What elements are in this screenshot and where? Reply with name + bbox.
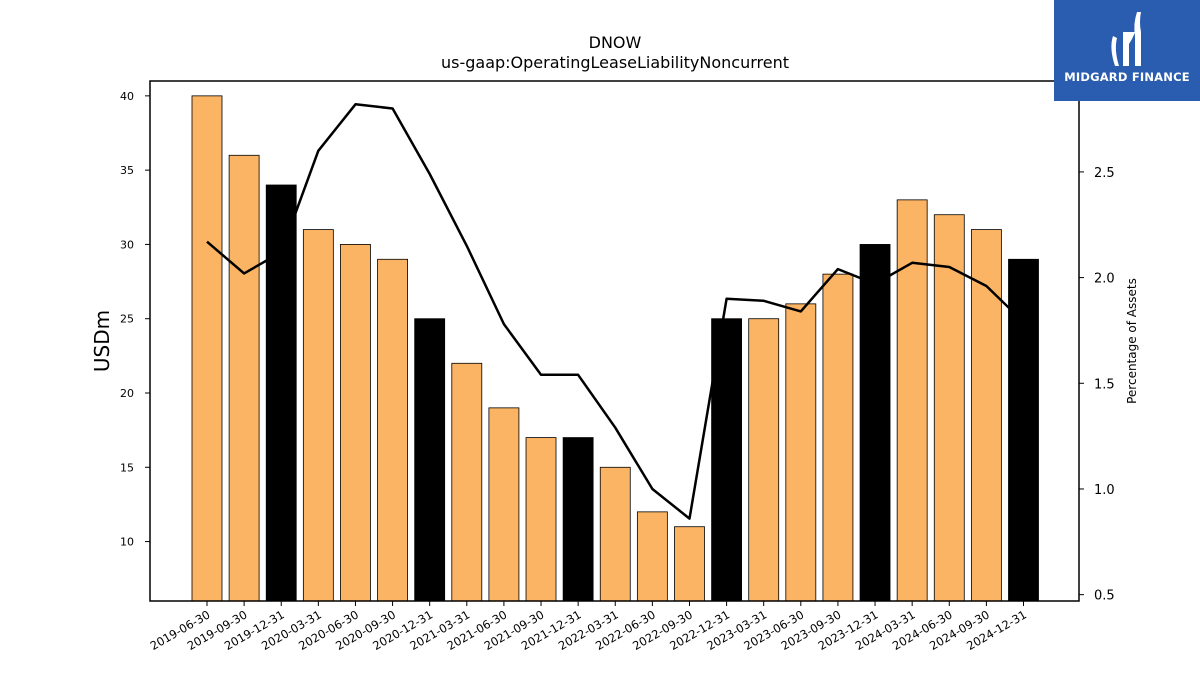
chart-title: DNOW [589,33,642,52]
bar-2023-03-31 [748,318,780,602]
bar-2022-09-30 [674,526,705,602]
y2-tick-label: 0.5 [1094,589,1115,604]
y-tick-label: 40 [120,90,134,103]
bar-2024-03-31 [896,199,928,602]
bar-2022-03-31 [599,466,631,602]
y-tick-label: 10 [120,536,134,549]
y-tick-label: 20 [120,387,134,400]
series-line [206,103,1025,520]
y2-tick-label: 2.0 [1094,272,1115,287]
bar-2023-09-30 [822,273,854,602]
bar-2023-12-31 [859,244,891,602]
plot-frame [149,80,1080,602]
bar-2019-09-30 [228,154,260,602]
bar-2021-12-31 [562,437,594,602]
y-tick-label: 25 [120,313,134,326]
bar-2019-06-30 [191,95,223,602]
bar-2024-09-30 [970,229,1002,602]
bar-2024-06-30 [933,214,965,602]
brand-logo: MIDGARD FINANCE [1054,0,1200,101]
y2-axis-label: Percentage of Assets [1125,278,1139,404]
chart-subtitle: us-gaap:OperatingLeaseLiabilityNoncurren… [441,53,789,72]
y2-tick-label: 1.0 [1094,483,1115,498]
y2-tick-label: 1.5 [1094,377,1115,392]
bar-2021-03-31 [451,362,483,602]
bar-2021-06-30 [488,407,520,602]
bar-2020-06-30 [340,244,371,602]
bar-2022-06-30 [636,511,668,602]
bar-2020-03-31 [302,229,334,602]
y-axis-label: USDm [90,310,114,372]
bar-2021-09-30 [525,437,557,602]
y2-axis: 0.5 1.0 1.5 2.0 2.5 [1079,166,1115,604]
y-tick-label: 30 [120,238,134,251]
bar-2023-06-30 [785,303,817,602]
bar-2020-12-31 [414,318,446,602]
midgard-logo-icon [1111,12,1141,66]
bar-2019-12-31 [265,184,297,602]
bar-2024-12-31 [1008,258,1039,602]
x-axis: 2019-06-302019-09-302019-12-312020-03-31… [148,601,1029,653]
bar-2020-09-30 [377,258,408,602]
brand-name: MIDGARD FINANCE [1064,70,1190,84]
line-group [206,103,1025,520]
y-tick-label: 15 [120,461,134,474]
y2-tick-label: 2.5 [1094,166,1115,181]
bar-2022-12-31 [711,318,742,602]
y-axis: 10 15 20 25 30 35 40 [120,90,150,549]
bars-group [191,95,1039,602]
y-tick-label: 35 [120,164,134,177]
